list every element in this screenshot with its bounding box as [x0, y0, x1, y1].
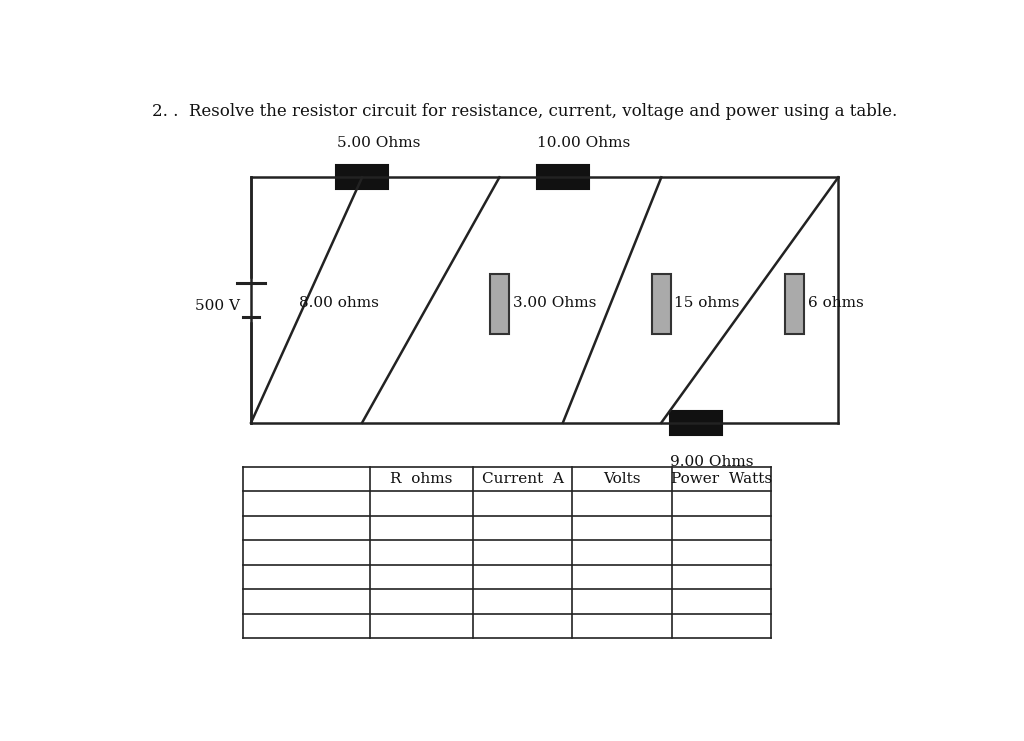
Text: 9.00 Ohms: 9.00 Ohms: [670, 455, 754, 469]
Text: R  ohms: R ohms: [390, 472, 453, 486]
Text: 3.00 Ohms: 3.00 Ohms: [513, 296, 596, 310]
Bar: [336, 165, 388, 190]
Text: Current  A: Current A: [482, 472, 564, 486]
Text: Volts: Volts: [603, 472, 641, 486]
Bar: [652, 274, 671, 334]
Bar: [671, 411, 722, 435]
Bar: [489, 274, 509, 334]
Bar: [538, 165, 589, 190]
Text: Power  Watts: Power Watts: [671, 472, 772, 486]
Text: 5.00 Ohms: 5.00 Ohms: [337, 136, 420, 150]
Text: 15 ohms: 15 ohms: [674, 296, 739, 310]
Text: 10.00 Ohms: 10.00 Ohms: [537, 136, 630, 150]
Bar: [785, 274, 804, 334]
Text: 500 V: 500 V: [196, 299, 241, 313]
Text: 6 ohms: 6 ohms: [808, 296, 864, 310]
Text: 8.00 ohms: 8.00 ohms: [299, 296, 379, 310]
Bar: [0, 559, 39, 618]
Text: 2. .  Resolve the resistor circuit for resistance, current, voltage and power us: 2. . Resolve the resistor circuit for re…: [152, 103, 897, 120]
